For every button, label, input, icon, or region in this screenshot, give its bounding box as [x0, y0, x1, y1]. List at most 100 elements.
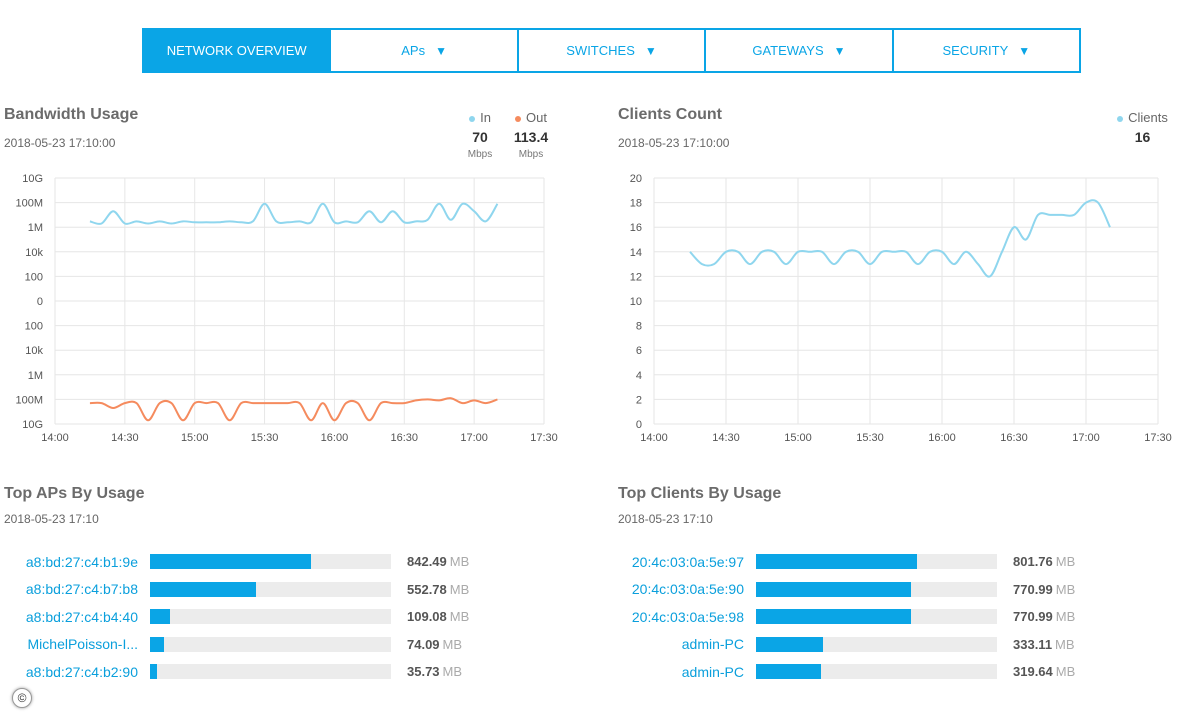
y-tick-label: 1M: [28, 370, 43, 382]
usage-unit: MB: [1055, 609, 1076, 625]
usage-value: 770.99 MB: [1013, 609, 1075, 624]
usage-number: 801.76: [1013, 554, 1053, 570]
x-tick-label: 14:30: [111, 432, 139, 444]
usage-bar-fill: [756, 636, 824, 652]
usage-value: 770.99 MB: [1013, 582, 1075, 597]
legend-label: Out: [526, 110, 547, 125]
client-name-link[interactable]: 20:4c:03:0a:5e:90: [631, 581, 744, 598]
client-row: admin-PC 319.64 MB: [606, 658, 1076, 686]
x-tick-label: 14:00: [41, 432, 69, 444]
usage-bar-fill: [756, 581, 912, 597]
tab-label: SWITCHES: [566, 43, 635, 58]
usage-bar-fill: [150, 664, 158, 680]
clients-count-chart[interactable]: 0 2 4 6 8 10 12 14 16 18 20 14:00 14:30 15:00 15:30 16:…: [600, 165, 1180, 455]
usage-number: 552.78: [407, 581, 447, 597]
legend-label: Clients: [1128, 110, 1168, 125]
legend-dot-icon: [515, 115, 522, 122]
client-row: 20:4c:03:0a:5e:97 801.76 MB: [606, 548, 1075, 576]
ap-name-link[interactable]: a8:bd:27:c4:b4:40: [25, 608, 138, 625]
usage-unit: MB: [1055, 664, 1076, 680]
client-name-link[interactable]: admin-PC: [681, 663, 744, 680]
y-tick-label: 10k: [25, 345, 43, 357]
caret-down-icon: ▼: [1018, 43, 1031, 58]
ap-row: a8:bd:27:c4:b2:90 35.73 MB: [0, 658, 469, 686]
top-clients-list: 20:4c:03:0a:5e:97 801.76 MB 20:4c:03:0a:5e:…: [606, 548, 1075, 686]
tab-security[interactable]: SECURITY ▼: [891, 30, 1079, 71]
top-aps-title: Top APs By Usage: [4, 485, 145, 502]
y-tick-label: 18: [630, 198, 642, 210]
usage-bar-fill: [756, 664, 822, 680]
tab-aps[interactable]: APs ▼: [329, 30, 516, 71]
usage-number: 770.99: [1013, 609, 1053, 625]
ap-name-link[interactable]: a8:bd:27:c4:b7:b8: [25, 581, 138, 598]
client-row: admin-PC 333.11 MB: [606, 631, 1075, 659]
usage-bar-track: [150, 636, 391, 652]
legend-out[interactable]: Out 113.4 Mbps: [506, 110, 556, 160]
usage-bar-fill: [756, 609, 912, 625]
ap-name-link[interactable]: a8:bd:27:c4:b2:90: [25, 663, 138, 680]
y-tick-label: 10: [630, 296, 642, 308]
y-tick-label: 2: [636, 394, 642, 406]
y-tick-label: 6: [636, 345, 642, 357]
usage-value: 35.73 MB: [407, 664, 462, 679]
y-tick-label: 10G: [22, 419, 43, 431]
usage-unit: MB: [1055, 636, 1075, 652]
y-tick-label: 14: [630, 247, 642, 259]
usage-bar-track: [150, 664, 391, 680]
usage-unit: MB: [449, 609, 470, 625]
client-name-link[interactable]: 20:4c:03:0a:5e:98: [631, 608, 744, 625]
x-tick-label: 16:00: [321, 432, 349, 444]
tab-switches[interactable]: SWITCHES ▼: [516, 30, 704, 71]
caret-down-icon: ▼: [435, 43, 447, 58]
y-tick-label: 100: [25, 321, 43, 333]
y-tick-label: 10k: [25, 247, 43, 259]
x-tick-label: 17:30: [1144, 432, 1172, 444]
legend-in[interactable]: In 70 Mbps: [455, 110, 505, 160]
top-clients-timestamp: 2018-05-23 17:10: [618, 512, 713, 526]
tab-label: NETWORK OVERVIEW: [166, 43, 307, 58]
bandwidth-title: Bandwidth Usage: [4, 106, 139, 123]
top-clients-title: Top Clients By Usage: [618, 485, 782, 502]
y-tick-label: 10G: [22, 173, 43, 185]
legend-clients[interactable]: Clients 16: [1105, 110, 1180, 145]
usage-bar-track: [756, 636, 997, 652]
usage-unit: MB: [449, 554, 470, 570]
y-tick-label: 4: [636, 370, 642, 382]
client-name-link[interactable]: admin-PC: [681, 636, 744, 653]
ap-row: a8:bd:27:c4:b7:b8 552.78 MB: [0, 576, 469, 604]
ap-name-link[interactable]: MichelPoisson-I...: [27, 636, 138, 653]
usage-unit: MB: [1055, 554, 1076, 570]
x-tick-label: 16:00: [928, 432, 956, 444]
series-line-out: [89, 397, 498, 422]
y-tick-label: 100M: [15, 394, 43, 406]
top-aps-list: a8:bd:27:c4:b1:9e 842.49 MB a8:bd:27:c4:b7:…: [0, 548, 469, 686]
usage-bar-track: [150, 609, 391, 625]
client-name-link[interactable]: 20:4c:03:0a:5e:97: [631, 553, 744, 570]
usage-bar-fill: [756, 554, 918, 570]
x-tick-label: 15:00: [181, 432, 209, 444]
x-tick-label: 16:30: [391, 432, 419, 444]
y-tick-label: 12: [630, 271, 642, 283]
usage-value: 319.64 MB: [1013, 664, 1075, 679]
tab-network-overview[interactable]: NETWORK OVERVIEW: [144, 30, 330, 71]
usage-bar-track: [756, 581, 997, 597]
usage-value: 842.49 MB: [407, 554, 469, 569]
tab-gateways[interactable]: GATEWAYS ▼: [704, 30, 891, 71]
usage-value: 109.08 MB: [407, 609, 469, 624]
usage-number: 74.09: [407, 636, 440, 652]
legend-dot-icon: [1117, 115, 1124, 122]
usage-number: 770.99: [1013, 581, 1053, 597]
ap-name-link[interactable]: a8:bd:27:c4:b1:9e: [25, 553, 138, 570]
top-aps-timestamp: 2018-05-23 17:10: [4, 512, 99, 526]
usage-bar-fill: [150, 581, 257, 597]
ap-row: a8:bd:27:c4:b4:40 109.08 MB: [0, 603, 469, 631]
client-row: 20:4c:03:0a:5e:98 770.99 MB: [606, 603, 1075, 631]
usage-unit: MB: [442, 636, 463, 652]
usage-value: 552.78 MB: [407, 582, 469, 597]
copyright-icon[interactable]: ©: [12, 688, 32, 708]
x-tick-label: 16:30: [1000, 432, 1028, 444]
x-tick-label: 17:00: [1072, 432, 1100, 444]
legend-value: 113.4: [513, 129, 549, 145]
ap-row: a8:bd:27:c4:b1:9e 842.49 MB: [0, 548, 469, 576]
